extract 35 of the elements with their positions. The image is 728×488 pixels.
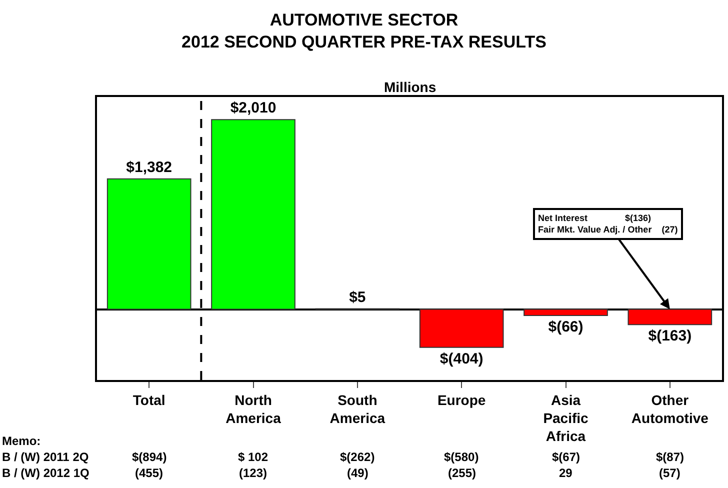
text: $ 102 — [238, 450, 268, 464]
bar — [524, 308, 608, 316]
text: (455) — [135, 466, 164, 480]
text: $(580) — [444, 450, 479, 464]
data-label: $1,382 — [126, 158, 172, 176]
text: (49) — [347, 466, 368, 480]
data-label: $5 — [349, 288, 366, 306]
data-label: $2,010 — [230, 100, 276, 117]
bar — [628, 308, 712, 326]
text: 29 — [559, 466, 573, 480]
bar — [106, 178, 192, 310]
x-tick-label: North America — [226, 392, 282, 426]
text: (255) — [448, 466, 476, 480]
data-label: $(163) — [648, 328, 692, 345]
x-tick-label: Total — [132, 392, 166, 408]
text: $(87) — [656, 450, 684, 464]
x-tick-label: South America — [330, 392, 386, 426]
x-tick-label: Other Automotive — [631, 392, 709, 426]
annotation: Net Interest $(136) Fair Mkt. Value Adj. / Other (27) — [538, 213, 678, 235]
bar — [419, 308, 504, 348]
text: $(262) — [340, 450, 375, 464]
bar — [211, 119, 296, 310]
text: B / (W) 2012 1Q — [2, 466, 90, 480]
text: B / (W) 2011 2Q — [2, 450, 89, 464]
x-tick-label: Europe — [437, 392, 486, 408]
x-tick-label: Asia Pacific Africa — [543, 392, 589, 444]
chart-subtitle: Millions — [384, 79, 436, 95]
text: (57) — [659, 466, 680, 480]
text: Memo: — [2, 434, 41, 448]
text: $(67) — [552, 450, 580, 464]
text: (123) — [239, 466, 268, 480]
chart-title: AUTOMOTIVE SECTOR 2012 SECOND QUARTER PRE-TAX RESULTS — [182, 10, 546, 52]
data-label: $(66) — [548, 318, 584, 336]
text: $(894) — [132, 450, 167, 464]
data-label: $(404) — [440, 350, 484, 368]
